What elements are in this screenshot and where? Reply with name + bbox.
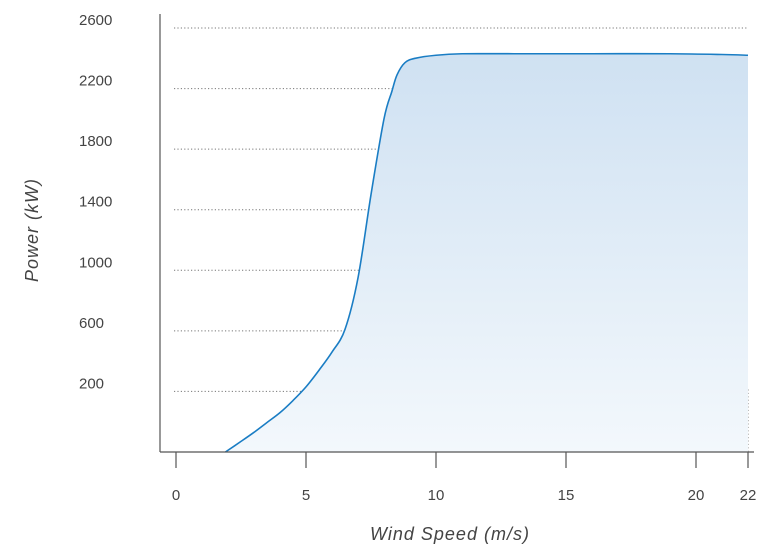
y-axis-title: Power (kW) [22, 178, 42, 282]
power-curve-line [224, 52, 749, 453]
y-tick-label-2600: 2600 [79, 12, 112, 29]
x-tick-label-0: 0 [172, 487, 180, 504]
power-area-fill [225, 53, 748, 452]
x-tick-label-5: 5 [302, 487, 310, 504]
x-tick-labels: 0 5 10 15 20 22 [172, 487, 757, 504]
y-tick-label-1800: 1800 [79, 133, 112, 150]
y-tick-labels: 200 600 1000 1400 1800 2200 2600 [79, 12, 112, 392]
y-tick-label-2200: 2200 [79, 73, 112, 90]
axes [159, 14, 754, 468]
x-tick-label-22: 22 [740, 487, 757, 504]
x-axis-title: Wind Speed (m/s) [370, 524, 530, 544]
y-tick-label-200: 200 [79, 375, 104, 392]
x-tick-label-15: 15 [558, 487, 575, 504]
y-tick-label-600: 600 [79, 315, 104, 332]
y-tick-label-1400: 1400 [79, 194, 112, 211]
x-tick-label-10: 10 [428, 487, 445, 504]
y-tick-label-1000: 1000 [79, 254, 112, 271]
x-tick-label-20: 20 [688, 487, 705, 504]
